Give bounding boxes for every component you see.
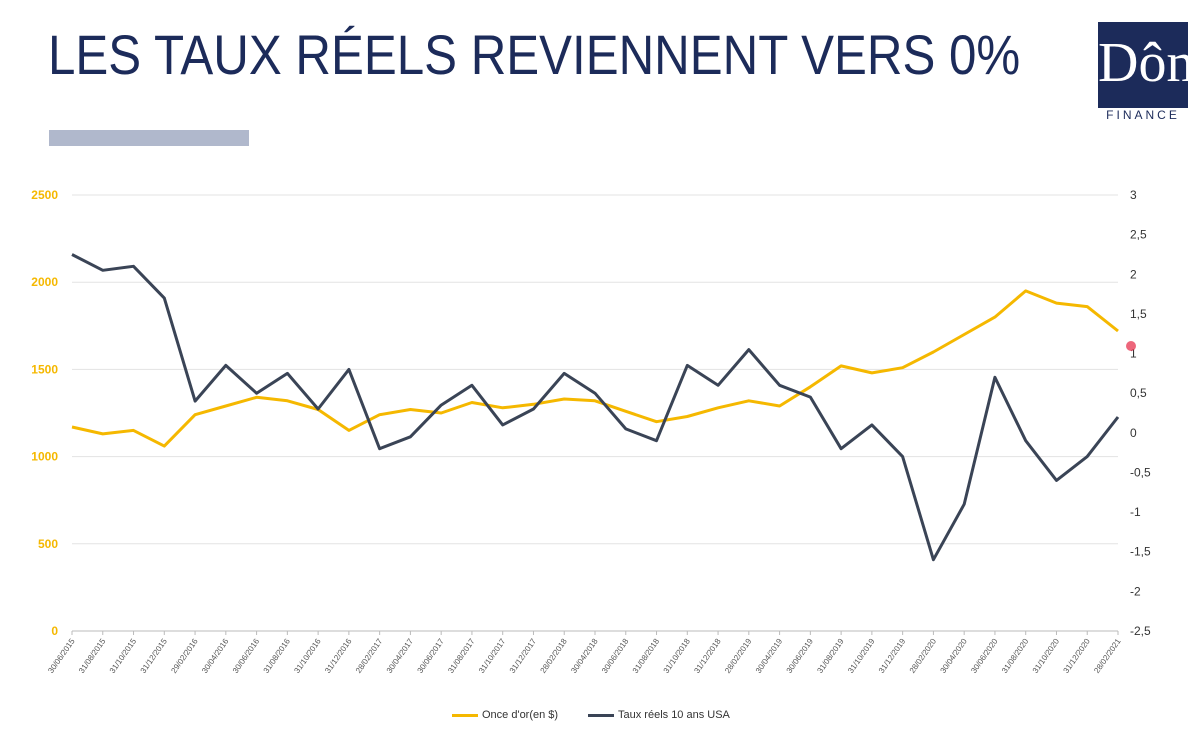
- left-tick-label: 2500: [31, 188, 58, 202]
- chart-legend: Once d'or(en $) Taux réels 10 ans USA: [0, 709, 1200, 727]
- x-tick-label: 28/02/2018: [539, 637, 570, 675]
- right-tick-label: -1,5: [1130, 545, 1151, 559]
- right-tick-label: -1: [1130, 505, 1141, 519]
- x-tick-label: 30/04/2019: [754, 637, 785, 675]
- x-tick-label: 31/12/2020: [1062, 637, 1093, 675]
- x-tick-label: 30/04/2020: [938, 637, 969, 675]
- right-tick-label: 3: [1130, 188, 1137, 202]
- x-tick-label: 31/08/2017: [446, 637, 477, 675]
- x-tick-label: 30/04/2017: [385, 637, 416, 675]
- x-tick-label: 31/12/2015: [139, 637, 170, 675]
- x-tick-label: 30/06/2019: [785, 637, 816, 675]
- x-tick-label: 28/02/2021: [1092, 637, 1123, 675]
- gold-price-line: [71, 289, 1119, 448]
- real-rate-line: [71, 253, 1120, 562]
- legend-label-gold: Once d'or(en $): [482, 709, 559, 721]
- right-tick-label: 0,5: [1130, 386, 1147, 400]
- x-tick-label: 31/10/2020: [1031, 637, 1062, 675]
- red-cursor-marker: [1126, 341, 1136, 351]
- right-axis: -2,5 -2 -1,5 -1 -0,5 0 0,5 1 1,5 2 2,5 3: [1130, 188, 1151, 638]
- x-tick-label: 29/02/2016: [169, 637, 200, 675]
- logo-text: FINANCE: [1106, 108, 1180, 122]
- x-tick-label: 30/06/2020: [969, 637, 1000, 675]
- x-tick-label: 31/10/2017: [477, 637, 508, 675]
- x-tick-label: 30/06/2018: [600, 637, 631, 675]
- x-tick-label: 30/04/2016: [200, 637, 231, 675]
- logo-mark: Dôm: [1098, 32, 1200, 94]
- right-tick-label: -0,5: [1130, 465, 1151, 479]
- slide-title: LES TAUX RÉELS REVIENNENT VERS 0%: [48, 23, 1021, 86]
- x-tick-label: 31/12/2019: [877, 637, 908, 675]
- right-tick-label: -2: [1130, 584, 1141, 598]
- left-tick-label: 1500: [31, 362, 58, 376]
- x-tick-label: 31/12/2017: [508, 637, 539, 675]
- x-tick-label: 28/02/2019: [723, 637, 754, 675]
- x-tick-label: 31/12/2016: [323, 637, 354, 675]
- chart-grid: [72, 194, 1118, 632]
- legend-label-real-rate: Taux réels 10 ans USA: [618, 709, 730, 721]
- x-tick-label: 31/08/2020: [1000, 637, 1031, 675]
- dom-finance-logo: Dôm FINANCE: [1098, 22, 1200, 128]
- x-tick-label: 30/06/2017: [415, 637, 446, 675]
- left-tick-label: 1000: [31, 450, 58, 464]
- legend-item-gold: Once d'or(en $): [452, 709, 558, 721]
- logo-box: Dôm: [1098, 22, 1200, 108]
- x-tick-label: 30/06/2015: [46, 637, 77, 675]
- left-tick-label: 2000: [31, 275, 58, 289]
- x-tick-label: 31/08/2018: [631, 637, 662, 675]
- title-underline-bar: [49, 130, 249, 146]
- x-axis: 30/06/2015 31/08/2015 31/10/2015 31/12/2015…: [46, 631, 1123, 675]
- x-tick-label: 28/02/2020: [908, 637, 939, 675]
- left-axis: 0 500 1000 1500 2000 2500: [31, 188, 58, 638]
- x-tick-label: 31/10/2015: [108, 637, 139, 675]
- legend-swatch-real-rate: [588, 713, 614, 717]
- x-tick-label: 31/08/2015: [77, 637, 108, 675]
- x-tick-label: 30/04/2018: [569, 637, 600, 675]
- x-tick-label: 31/12/2018: [692, 637, 723, 675]
- x-tick-label: 31/10/2018: [662, 637, 693, 675]
- x-tick-label: 31/08/2019: [815, 637, 846, 675]
- x-tick-label: 28/02/2017: [354, 637, 385, 675]
- x-tick-label: 31/10/2016: [292, 637, 323, 675]
- left-tick-label: 0: [51, 624, 58, 638]
- legend-item-real-rate: Taux réels 10 ans USA: [588, 709, 730, 721]
- legend-swatch-gold: [452, 713, 478, 717]
- x-tick-label: 31/10/2019: [846, 637, 877, 675]
- x-tick-label: 30/06/2016: [231, 637, 262, 675]
- x-tick-label: 31/08/2016: [262, 637, 293, 675]
- right-tick-label: 0: [1130, 426, 1137, 440]
- right-tick-label: 1: [1130, 347, 1137, 361]
- right-tick-label: 2,5: [1130, 228, 1147, 242]
- left-tick-label: 500: [38, 537, 58, 551]
- series-layer: [71, 253, 1120, 562]
- right-tick-label: 1,5: [1130, 307, 1147, 321]
- right-tick-label: -2,5: [1130, 624, 1151, 638]
- right-tick-label: 2: [1130, 267, 1137, 281]
